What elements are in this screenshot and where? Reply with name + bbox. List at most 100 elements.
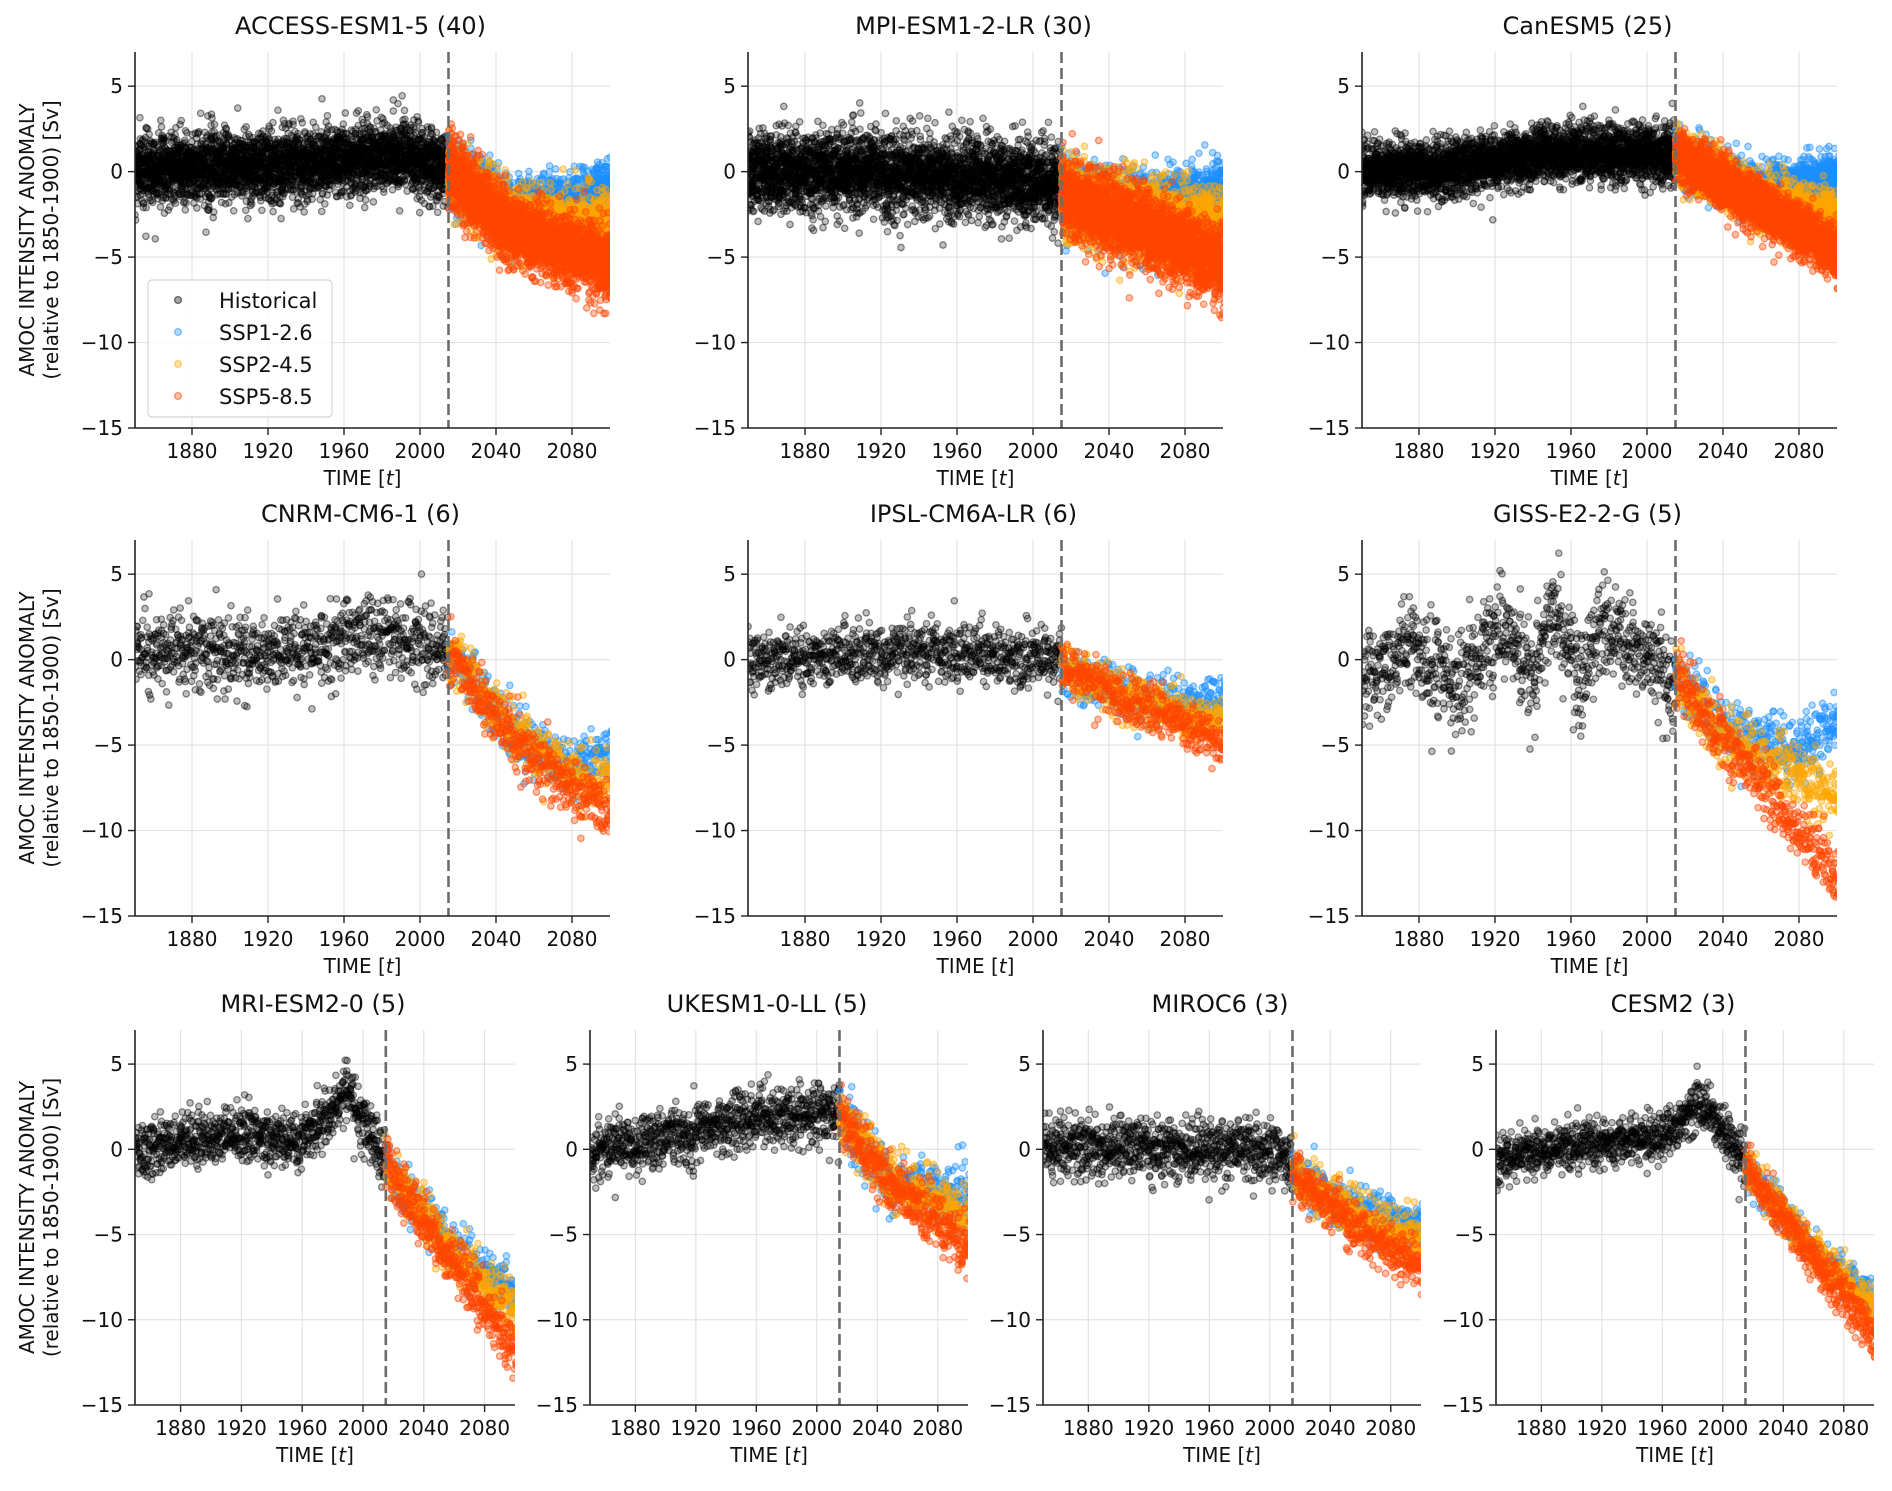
point-historical [135,159,142,167]
point-historical [369,198,378,206]
point-historical [135,186,141,195]
point-historical [300,208,309,216]
point-historical [135,149,141,157]
point-historical [145,183,154,192]
point-historical [143,173,152,182]
point-historical [180,136,189,145]
point-historical [141,180,150,189]
point-historical [144,184,153,192]
point-historical [139,135,147,144]
point-historical [145,154,154,163]
point-historical [138,176,146,184]
point-historical [341,109,350,117]
point-historical [135,175,142,183]
point-historical [233,104,242,112]
point-historical [140,157,149,166]
point-historical [171,199,180,208]
point-historical [140,167,148,176]
point-historical [135,168,144,177]
point-historical [137,170,146,179]
panel-access-esm1-5: 1880 1920 1960 2000 2040 208050−5−10−15ACCESS… [15,12,610,490]
point-historical [415,208,424,217]
point-historical [339,120,348,128]
point-historical [182,199,191,207]
point-historical [146,171,154,180]
point-historical [138,189,147,198]
point-historical [433,208,442,217]
point-historical [139,186,147,195]
point-historical [143,187,151,196]
point-historical [242,123,251,131]
point-historical [274,106,282,115]
point-historical [135,139,144,148]
point-historical [401,180,410,189]
point-historical [138,162,147,171]
point-historical [244,214,252,223]
point-historical [140,158,149,167]
point-historical [137,159,146,168]
point-historical [395,206,404,215]
point-historical [157,123,166,131]
point-historical [143,141,152,150]
point-historical [289,117,297,126]
point-historical [145,151,154,160]
point-historical [138,168,146,177]
point-historical [137,145,145,154]
point-historical [141,145,149,154]
point-historical [394,99,402,108]
point-historical [144,147,153,156]
point-historical [135,157,142,166]
point-historical [140,143,149,152]
point-historical [145,180,154,189]
point-historical [137,141,146,150]
point-historical [143,159,152,168]
point-historical [258,206,266,215]
point-historical [141,170,150,179]
point-historical [136,184,144,193]
point-historical [137,171,145,179]
point-historical [247,195,256,204]
point-historical [193,204,201,212]
point-historical [135,166,144,175]
point-historical [135,199,142,208]
point-historical [135,193,142,201]
point-historical [147,171,156,180]
point-historical [138,197,146,205]
point-historical [135,166,141,174]
point-historical [194,128,202,137]
point-historical [372,105,381,114]
point-historical [145,193,153,202]
point-historical [142,166,151,175]
point-historical [141,178,150,187]
point-historical [363,112,372,121]
point-historical [141,154,150,163]
point-historical [141,170,150,179]
point-historical [146,196,154,205]
point-historical [139,163,148,171]
point-historical [138,167,146,176]
point-historical [142,123,150,132]
point-historical [142,184,151,193]
point-historical [135,150,141,159]
point-historical [345,201,354,210]
point-historical [360,203,369,212]
point-historical [144,148,152,157]
point-historical [137,179,146,187]
point-historical [151,234,160,243]
point-historical [139,199,148,208]
point-historical [135,171,140,179]
point-historical [143,152,151,160]
point-historical [135,158,141,167]
point-historical [401,115,409,124]
point-historical [144,172,153,181]
point-historical [136,184,145,193]
point-historical [135,151,142,160]
point-historical [135,179,140,188]
point-historical [207,110,216,119]
point-historical [135,148,142,157]
point-historical [141,158,150,166]
point-historical [400,106,409,115]
point-historical [139,142,147,151]
point-historical [137,181,145,190]
point-historical [140,184,149,192]
